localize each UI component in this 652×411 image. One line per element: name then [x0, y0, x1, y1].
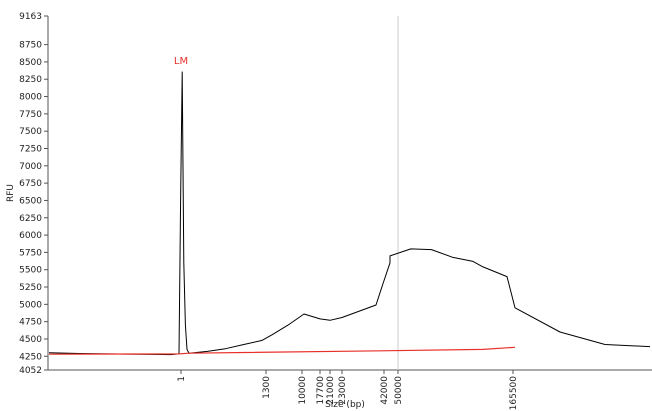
series-line-sample — [48, 71, 651, 356]
x-tick-label: 50000 — [394, 376, 404, 405]
x-tick-label: 23000 — [338, 376, 348, 405]
y-tick-label: 6750 — [19, 179, 42, 189]
y-tick-label: 6000 — [19, 231, 42, 241]
x-axis: 1 1300 10000 17700 21000 23000 42000 50000 16550… — [48, 369, 652, 411]
y-tick-label: 7250 — [19, 144, 42, 154]
y-tick-label: 5250 — [19, 283, 42, 293]
x-tick-label: 42000 — [380, 376, 390, 405]
y-tick-label: 4250 — [19, 352, 42, 362]
x-axis-label: Size (bp) — [325, 400, 365, 410]
y-tick-label: 4052 — [19, 366, 42, 376]
y-tick-label: 8500 — [19, 58, 42, 68]
y-tick-label: 8250 — [19, 75, 42, 85]
y-tick-label: 6250 — [19, 214, 42, 224]
x-tick-label: 165500 — [509, 376, 519, 411]
series-line-baseline — [48, 346, 516, 355]
x-tick-label: 21000 — [326, 376, 336, 405]
y-tick-label: 4750 — [19, 318, 42, 328]
y-tick-label: 8000 — [19, 93, 42, 103]
x-tick-label: 10000 — [298, 376, 308, 405]
y-tick-label: 4500 — [19, 335, 42, 345]
y-tick-label: 7000 — [19, 162, 42, 172]
y-tick-label: 5500 — [19, 266, 42, 276]
x-tick-label: 1300 — [262, 376, 272, 399]
y-tick-label: 7750 — [19, 110, 42, 120]
y-tick-label: 8750 — [19, 41, 42, 51]
y-tick-label: 5750 — [19, 248, 42, 258]
y-tick-label: 5000 — [19, 300, 42, 310]
y-axis: 4052 4250 4500 4750 5000 5250 5500 5750 6000 6250… — [19, 12, 49, 376]
x-tick-label: 17700 — [316, 376, 326, 405]
peak-annotation-label: LM — [174, 56, 188, 67]
y-axis-label: RFU — [6, 184, 16, 202]
y-tick-label: 7500 — [19, 127, 42, 137]
y-tick-label: 6500 — [19, 196, 42, 206]
x-tick-label: 1 — [177, 376, 187, 382]
y-tick-label: 9163 — [19, 12, 42, 22]
